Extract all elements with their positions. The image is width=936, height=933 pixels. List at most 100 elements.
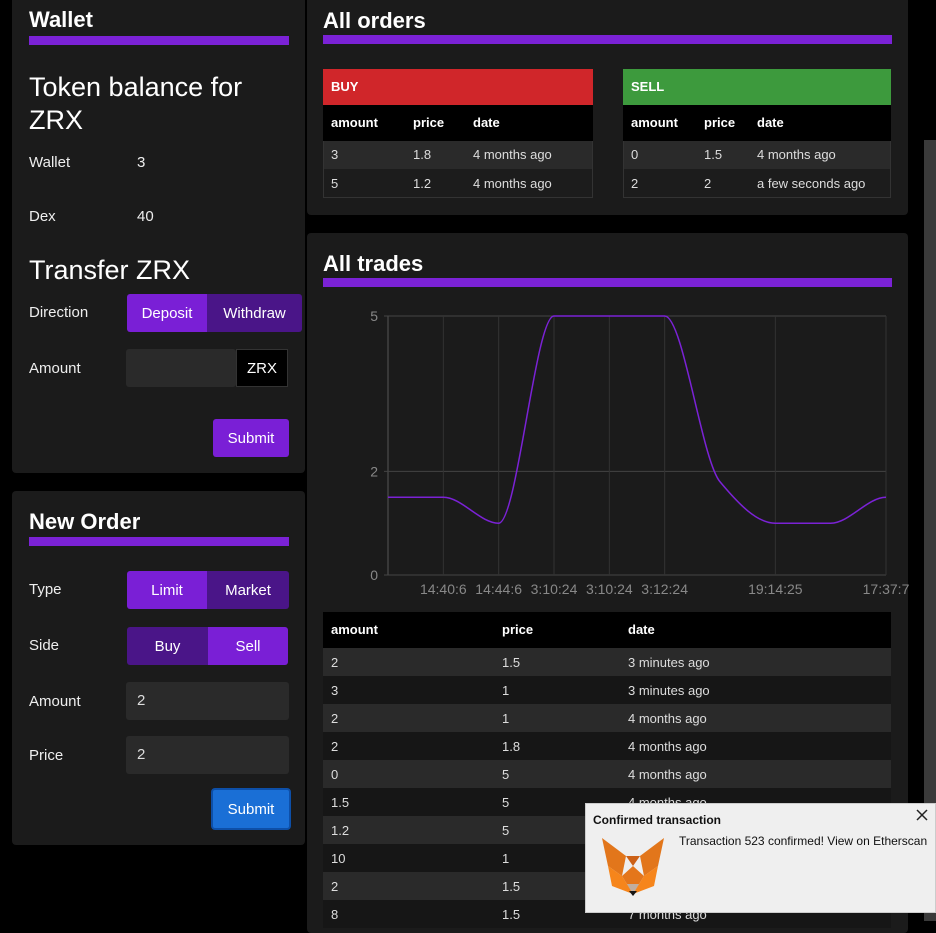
order-cell: 1.2 (413, 176, 432, 191)
toggle-button[interactable]: Withdraw (207, 294, 302, 332)
trade-cell: 1.2 (331, 823, 350, 838)
x-tick-label: 14:40:6 (420, 581, 467, 597)
trade-cell: 2 (331, 739, 339, 754)
order-table-title: BUY (323, 69, 593, 105)
order-table-title: SELL (623, 69, 891, 105)
trade-cell: 1.8 (502, 739, 521, 754)
trade-cell: 3 (331, 683, 339, 698)
price-input[interactable]: 2 (126, 736, 289, 774)
toggle-button[interactable]: Buy (127, 627, 208, 665)
submit-button[interactable]: Submit (211, 788, 291, 830)
title-bar (29, 537, 289, 546)
field-label: Price (29, 747, 64, 764)
trade-cell: 1.5 (331, 795, 350, 810)
row-value: 40 (137, 208, 154, 225)
order-cell: 2 (704, 176, 712, 191)
submit-button[interactable]: Submit (213, 419, 289, 457)
order-header-row (323, 105, 593, 141)
order-row (624, 141, 890, 169)
balance-title: Token balance for ZRX (29, 72, 243, 135)
row-label: Wallet (29, 154, 71, 171)
toggle-button[interactable]: Market (207, 571, 289, 609)
order-cell: 5 (331, 176, 339, 191)
x-tick-label: 3:10:24 (586, 581, 633, 597)
order-cell: 4 months ago (473, 147, 552, 162)
trade-row (323, 732, 891, 760)
order-cell: a few seconds ago (757, 176, 866, 191)
field-label: Direction (29, 304, 89, 321)
amount-input[interactable] (126, 349, 236, 387)
price-line (387, 315, 887, 524)
fox-icon (602, 838, 664, 896)
notification-title: Confirmed transaction (593, 813, 722, 827)
header-cell: date (628, 622, 655, 637)
y-tick-label: 5 (370, 308, 378, 324)
trade-row (323, 704, 891, 732)
y-tick-label: 2 (370, 463, 378, 479)
trade-row (323, 760, 891, 788)
field-label: Side (29, 637, 60, 654)
trade-cell: 5 (502, 795, 510, 810)
field-label: Type (29, 581, 62, 598)
trade-cell: 1 (502, 711, 510, 726)
trade-cell: 5 (502, 767, 510, 782)
panel-title: New Order (29, 509, 141, 534)
header-cell: price (413, 115, 445, 130)
header-cell: amount (631, 115, 678, 130)
panel-title: Wallet (29, 7, 93, 32)
trades-header-row (323, 612, 891, 648)
notification: Confirmed transaction Transaction 523 co… (585, 803, 936, 913)
title-bar (323, 278, 892, 287)
trade-cell: 3 minutes ago (628, 683, 710, 698)
order-cell: 4 months ago (757, 147, 836, 162)
scrollbar-thumb[interactable] (924, 140, 936, 921)
toggle-button[interactable]: Sell (208, 627, 288, 665)
field-label: Amount (29, 360, 81, 377)
trade-cell: 4 months ago (628, 711, 707, 726)
trade-cell: 4 months ago (628, 739, 707, 754)
title-bar (323, 35, 892, 44)
header-cell: price (502, 622, 534, 637)
header-cell: amount (331, 622, 378, 637)
trade-cell: 8 (331, 907, 339, 922)
toggle-button[interactable]: Limit (127, 571, 207, 609)
header-cell: date (757, 115, 784, 130)
close-icon[interactable] (914, 807, 930, 823)
x-tick-label: 19:14:25 (748, 581, 803, 597)
title-bar (29, 36, 289, 45)
order-row (324, 141, 592, 169)
amount-input[interactable]: 2 (126, 682, 289, 720)
order-row (624, 169, 890, 197)
x-tick-label: 17:37:7 (863, 581, 910, 597)
trade-cell: 2 (331, 711, 339, 726)
header-cell: amount (331, 115, 378, 130)
trade-cell: 1 (502, 851, 510, 866)
header-cell: price (704, 115, 736, 130)
order-row (324, 169, 592, 197)
trade-cell: 2 (331, 879, 339, 894)
trade-cell: 10 (331, 851, 346, 866)
trade-row (323, 648, 891, 676)
order-cell: 0 (631, 147, 639, 162)
trade-cell: 0 (331, 767, 339, 782)
trade-cell: 1.5 (502, 655, 521, 670)
trade-cell: 3 minutes ago (628, 655, 710, 670)
order-cell: 1.8 (413, 147, 432, 162)
x-tick-label: 3:12:24 (641, 581, 688, 597)
panel-title: All trades (323, 251, 424, 276)
wallet-panel (12, 0, 305, 473)
unit-addon: ZRX (236, 349, 288, 387)
order-cell: 2 (631, 176, 639, 191)
trade-row (323, 676, 891, 704)
y-tick-label: 0 (370, 567, 378, 583)
field-label: Amount (29, 693, 81, 710)
order-cell: 4 months ago (473, 176, 552, 191)
notification-message[interactable]: Transaction 523 confirmed! View on Ether… (679, 834, 928, 848)
order-header-row (623, 105, 891, 141)
trade-cell: 1.5 (502, 907, 521, 922)
x-tick-label: 3:10:24 (531, 581, 578, 597)
toggle-button[interactable]: Deposit (127, 294, 207, 332)
new-order-panel (12, 491, 305, 845)
